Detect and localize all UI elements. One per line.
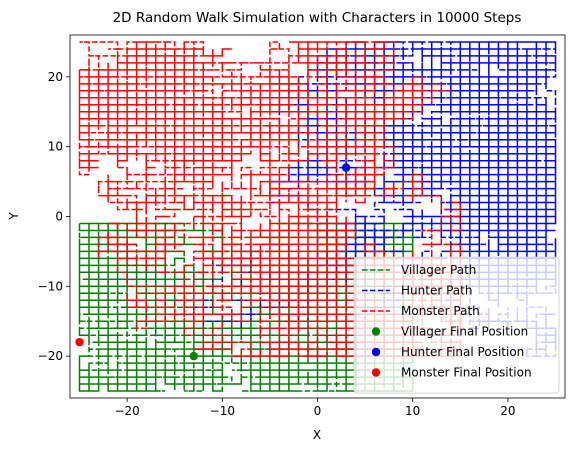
y-axis-label: Y <box>7 212 21 221</box>
x-axis-label: X <box>313 428 321 442</box>
final-position-hunter <box>341 163 351 172</box>
y-tick-label: 10 <box>48 140 63 154</box>
legend-swatch-marker <box>371 347 381 357</box>
y-tick-label: −20 <box>38 349 63 363</box>
final-position-villager <box>189 351 198 361</box>
x-tick-label: −20 <box>114 404 139 418</box>
legend-swatch-marker <box>371 327 381 336</box>
final-position-markers <box>75 163 351 361</box>
x-tick-label: −10 <box>210 404 235 418</box>
legend-label: Hunter Final Position <box>401 345 524 359</box>
x-tick-label: 20 <box>500 404 515 418</box>
chart-title: 2D Random Walk Simulation with Character… <box>113 10 522 26</box>
y-tick-label: −10 <box>38 279 63 293</box>
legend-label: Monster Final Position <box>401 366 532 380</box>
legend-swatch-marker <box>371 368 381 377</box>
y-tick-label: 0 <box>55 210 63 224</box>
legend-label: Villager Path <box>401 263 476 277</box>
y-axis-ticks: −20 −10 0 10 20 <box>38 70 70 363</box>
x-tick-label: 10 <box>405 404 420 418</box>
legend-label: Hunter Path <box>401 284 472 298</box>
walk-path-monster <box>78 41 462 357</box>
x-tick-label: 0 <box>314 404 322 418</box>
y-tick-label: 20 <box>48 70 63 84</box>
x-axis-ticks: −20 −10 0 10 20 <box>114 398 516 418</box>
legend-label: Villager Final Position <box>401 325 528 339</box>
legend-box <box>353 256 560 394</box>
legend-label: Monster Path <box>401 304 480 318</box>
final-position-monster <box>75 337 84 347</box>
chart-legend: Villager Path Hunter Path Monster Path Vill… <box>353 256 560 394</box>
